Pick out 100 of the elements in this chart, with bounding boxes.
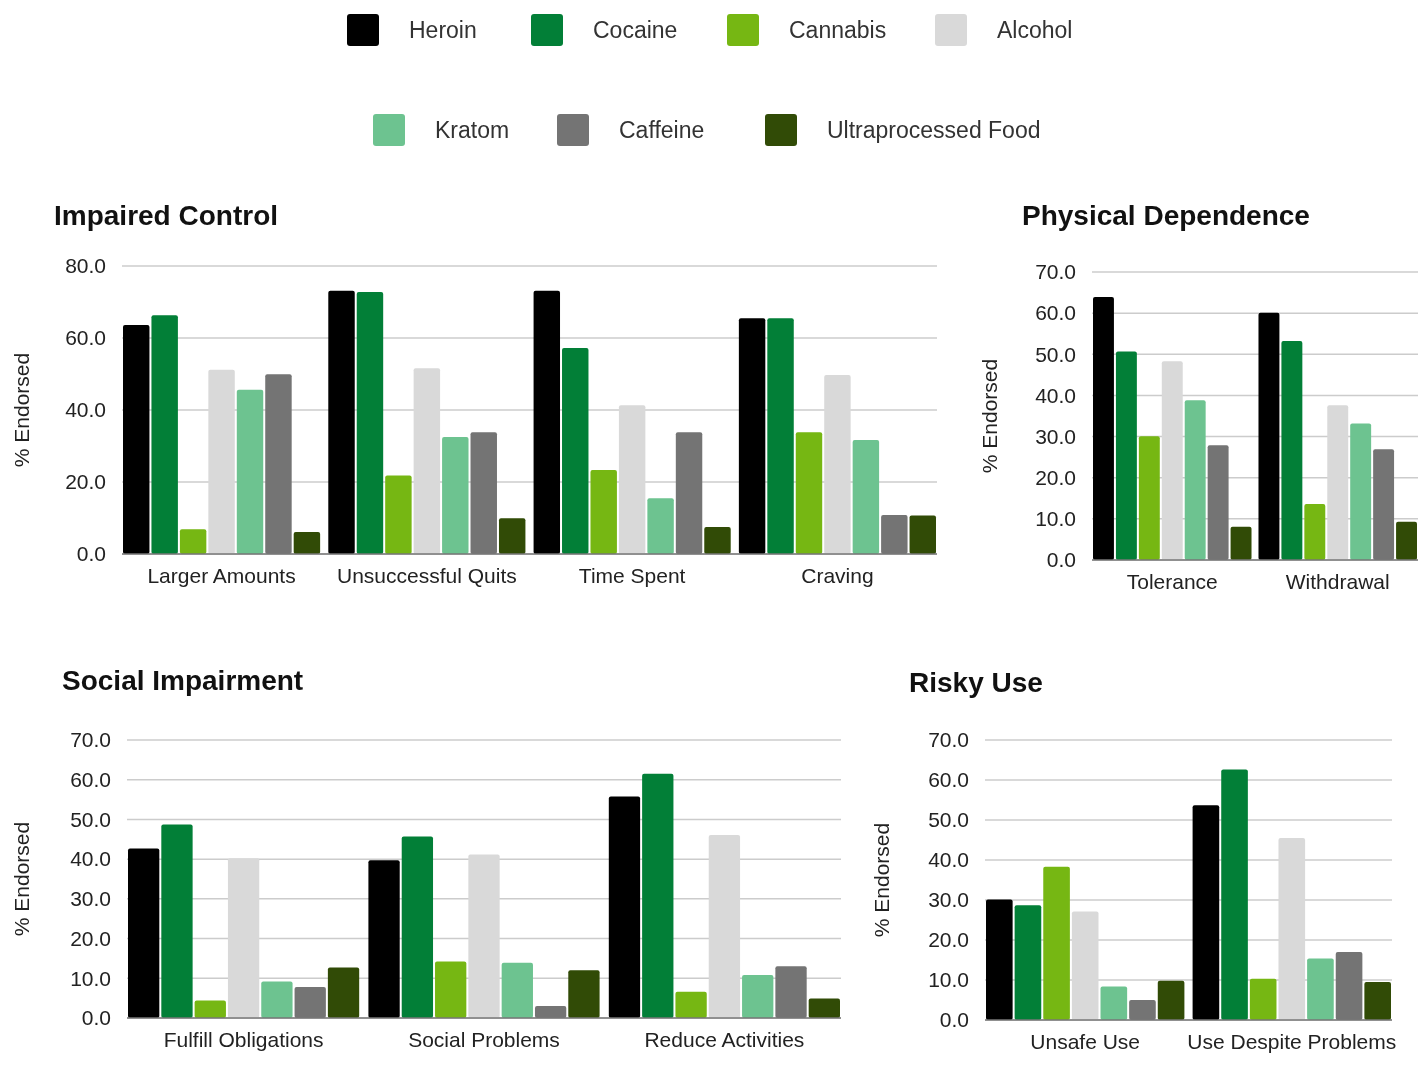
bar (128, 848, 160, 1018)
bar (533, 290, 561, 554)
legend-label: Heroin (409, 17, 477, 43)
bar (1192, 805, 1220, 1020)
bar (767, 318, 794, 554)
y-tick-label: 50.0 (70, 807, 111, 831)
legend-label: Alcohol (997, 17, 1073, 43)
bar (568, 970, 600, 1018)
bar (1014, 905, 1042, 1020)
y-axis-title: % Endorsed (10, 352, 33, 468)
bar (208, 369, 235, 554)
y-tick-label: 70.0 (1035, 260, 1076, 284)
bar (1278, 838, 1306, 1020)
y-tick-label: 0.0 (76, 542, 106, 566)
bar (1221, 769, 1248, 1020)
y-tick-label: 70.0 (70, 728, 111, 752)
bar (1115, 351, 1137, 560)
bar (675, 991, 707, 1018)
bar (1307, 958, 1334, 1020)
x-tick-label: Time Spent (578, 564, 686, 587)
bar (647, 498, 674, 554)
bar (1071, 911, 1099, 1020)
y-tick-label: 40.0 (70, 847, 111, 871)
y-tick-label: 60.0 (928, 768, 969, 792)
bar (501, 962, 533, 1018)
x-tick-label: Unsuccessful Quits (336, 564, 517, 587)
y-tick-label: 50.0 (1035, 342, 1076, 366)
y-tick-label: 80.0 (65, 254, 106, 278)
y-axis-title: % Endorsed (870, 822, 893, 938)
legend-label: Cannabis (789, 17, 887, 43)
y-tick-label: 10.0 (1035, 507, 1076, 531)
bar (151, 315, 178, 554)
bar (327, 967, 360, 1018)
y-tick-label: 40.0 (928, 848, 969, 872)
y-tick-label: 60.0 (1035, 301, 1076, 325)
bar (1249, 978, 1277, 1020)
y-tick-label: 60.0 (70, 768, 111, 792)
bar (562, 348, 589, 554)
bar (179, 529, 207, 554)
bar (1258, 312, 1280, 560)
bar (293, 532, 321, 554)
bar (261, 981, 293, 1018)
bar (1093, 297, 1114, 560)
y-tick-label: 30.0 (928, 888, 969, 912)
bar (590, 470, 617, 554)
y-tick-label: 20.0 (1035, 466, 1076, 490)
bar (356, 291, 384, 554)
y-tick-label: 60.0 (65, 326, 106, 350)
bar (1327, 405, 1349, 560)
bar (704, 527, 731, 554)
bar (468, 854, 500, 1018)
y-tick-label: 30.0 (1035, 424, 1076, 448)
bar (1281, 341, 1303, 560)
bar (1230, 526, 1252, 560)
bar (642, 773, 674, 1018)
y-tick-label: 20.0 (928, 928, 969, 952)
bar (824, 375, 851, 554)
y-tick-label: 10.0 (928, 968, 969, 992)
bar (328, 290, 355, 554)
y-tick-label: 0.0 (1046, 548, 1076, 572)
x-tick-label: Use Despite Problems (1187, 1030, 1397, 1053)
bar (1100, 986, 1128, 1020)
x-tick-label: Fulfill Obligations (163, 1028, 324, 1051)
bar (368, 860, 400, 1018)
x-tick-label: Social Problems (408, 1028, 560, 1051)
x-tick-label: Tolerance (1126, 570, 1218, 593)
bar (618, 405, 646, 554)
bar (123, 325, 150, 554)
bar (795, 432, 823, 554)
bar (194, 1000, 226, 1018)
bar (435, 961, 467, 1018)
bar (227, 858, 260, 1018)
bar (1350, 423, 1372, 560)
bar (1161, 361, 1183, 560)
y-tick-label: 70.0 (928, 728, 969, 752)
y-tick-label: 40.0 (1035, 383, 1076, 407)
bar (738, 318, 766, 554)
bar (498, 518, 526, 554)
bar (161, 824, 193, 1018)
bar (742, 975, 774, 1018)
bar (1157, 980, 1185, 1020)
legend-label: Ultraprocessed Food (827, 117, 1041, 143)
y-tick-label: 0.0 (939, 1008, 969, 1032)
x-tick-label: Unsafe Use (1030, 1030, 1141, 1053)
bar (1138, 436, 1160, 560)
bar (1304, 504, 1326, 560)
chart-title: Physical Dependence (1022, 200, 1310, 231)
y-tick-label: 10.0 (70, 966, 111, 990)
x-tick-label: Reduce Activities (644, 1028, 805, 1051)
y-tick-label: 50.0 (928, 808, 969, 832)
bar (608, 796, 641, 1018)
bar (1043, 866, 1070, 1020)
bar (1184, 400, 1206, 560)
x-tick-label: Withdrawal (1285, 570, 1390, 593)
bar (236, 389, 264, 554)
bar (385, 475, 412, 554)
y-tick-label: 30.0 (70, 887, 111, 911)
bar (909, 515, 936, 554)
bar (1396, 521, 1417, 560)
bar (808, 998, 840, 1018)
